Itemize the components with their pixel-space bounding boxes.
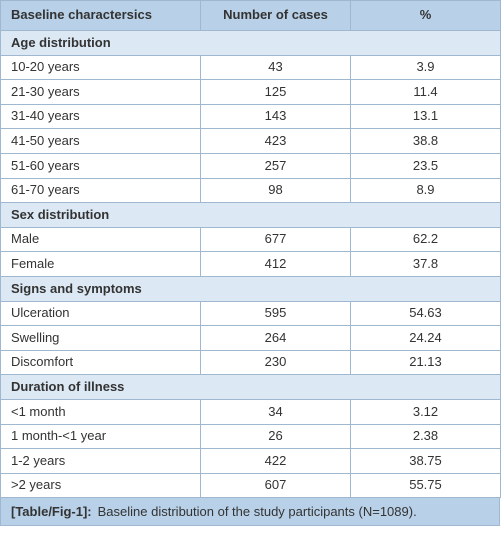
header-cases: Number of cases xyxy=(200,0,351,31)
row-percent: 13.1 xyxy=(350,103,501,130)
row-cases: 98 xyxy=(200,177,351,204)
row-label: 1-2 years xyxy=(0,448,201,474)
header-characteristics: Baseline charactersics xyxy=(0,0,201,31)
row-percent: 21.13 xyxy=(350,349,501,376)
row-percent: 3.12 xyxy=(350,398,501,425)
row-cases: 595 xyxy=(200,300,351,327)
row-label: 41-50 years xyxy=(0,128,201,154)
row-cases: 422 xyxy=(200,448,351,474)
row-label: 61-70 years xyxy=(0,177,201,204)
table-row: >2 years 607 55.75 xyxy=(0,472,501,499)
section-row: Duration of illness xyxy=(0,374,501,400)
row-cases: 412 xyxy=(200,251,351,277)
table-row: Female 412 37.8 xyxy=(0,251,501,277)
table-row: 61-70 years 98 8.9 xyxy=(0,177,501,204)
row-percent: 38.75 xyxy=(350,448,501,474)
table-row: Ulceration 595 54.63 xyxy=(0,300,501,327)
row-percent: 37.8 xyxy=(350,251,501,277)
table-row: 21-30 years 125 11.4 xyxy=(0,79,501,105)
row-label: Swelling xyxy=(0,325,201,351)
row-label: 21-30 years xyxy=(0,79,201,105)
table-row: 41-50 years 423 38.8 xyxy=(0,128,501,154)
row-label: Ulceration xyxy=(0,300,201,327)
table-row: Swelling 264 24.24 xyxy=(0,325,501,351)
table-body: Age distribution 10-20 years 43 3.9 21-30 ye… xyxy=(0,30,501,499)
row-percent: 62.2 xyxy=(350,226,501,253)
section-row: Sex distribution xyxy=(0,202,501,228)
row-percent: 8.9 xyxy=(350,177,501,204)
row-cases: 125 xyxy=(200,79,351,105)
table-caption: [Table/Fig-1]: Baseline distribution of … xyxy=(0,498,500,527)
row-label: Male xyxy=(0,226,201,253)
row-label: 1 month-<1 year xyxy=(0,423,201,450)
row-label: <1 month xyxy=(0,398,201,425)
table-row: 51-60 years 257 23.5 xyxy=(0,152,501,179)
header-row: Baseline charactersics Number of cases % xyxy=(0,0,501,31)
row-cases: 257 xyxy=(200,152,351,179)
row-cases: 26 xyxy=(200,423,351,450)
row-cases: 34 xyxy=(200,398,351,425)
table-row: <1 month 34 3.12 xyxy=(0,398,501,425)
table-row: Discomfort 230 21.13 xyxy=(0,349,501,376)
caption-text: Baseline distribution of the study parti… xyxy=(97,504,417,520)
row-percent: 38.8 xyxy=(350,128,501,154)
section-title: Signs and symptoms xyxy=(0,275,501,302)
row-percent: 11.4 xyxy=(350,79,501,105)
row-percent: 23.5 xyxy=(350,152,501,179)
row-cases: 607 xyxy=(200,472,351,499)
row-cases: 423 xyxy=(200,128,351,154)
baseline-table: Baseline charactersics Number of cases %… xyxy=(0,0,501,499)
caption-label: [Table/Fig-1]: xyxy=(11,504,92,520)
row-percent: 2.38 xyxy=(350,423,501,450)
table-row: 1 month-<1 year 26 2.38 xyxy=(0,423,501,450)
row-cases: 264 xyxy=(200,325,351,351)
row-percent: 54.63 xyxy=(350,300,501,327)
row-cases: 143 xyxy=(200,103,351,130)
row-label: Discomfort xyxy=(0,349,201,376)
section-row: Age distribution xyxy=(0,30,501,56)
table-row: 10-20 years 43 3.9 xyxy=(0,54,501,81)
table-row: 31-40 years 143 13.1 xyxy=(0,103,501,130)
row-label: 51-60 years xyxy=(0,152,201,179)
section-title: Sex distribution xyxy=(0,202,501,228)
row-percent: 24.24 xyxy=(350,325,501,351)
row-percent: 3.9 xyxy=(350,54,501,81)
section-title: Duration of illness xyxy=(0,374,501,400)
row-percent: 55.75 xyxy=(350,472,501,499)
row-cases: 43 xyxy=(200,54,351,81)
header-percent: % xyxy=(350,0,501,31)
section-row: Signs and symptoms xyxy=(0,275,501,302)
row-label: 10-20 years xyxy=(0,54,201,81)
row-label: Female xyxy=(0,251,201,277)
row-label: 31-40 years xyxy=(0,103,201,130)
row-label: >2 years xyxy=(0,472,201,499)
row-cases: 230 xyxy=(200,349,351,376)
table-row: Male 677 62.2 xyxy=(0,226,501,253)
section-title: Age distribution xyxy=(0,30,501,56)
row-cases: 677 xyxy=(200,226,351,253)
table-row: 1-2 years 422 38.75 xyxy=(0,448,501,474)
